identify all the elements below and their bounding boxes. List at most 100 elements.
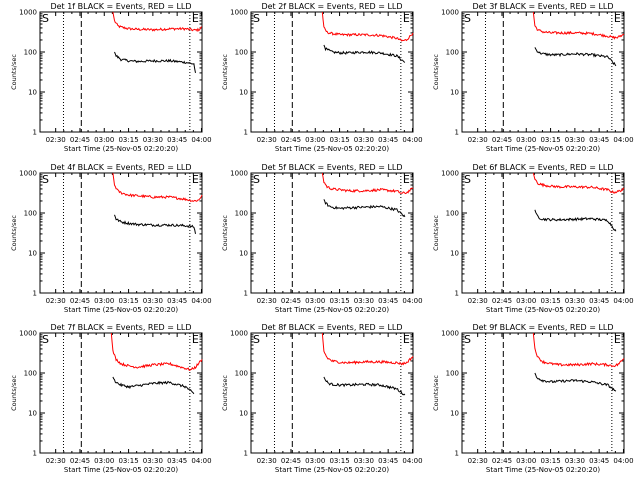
plot-frame	[39, 11, 203, 133]
y-tick-label: 10	[239, 250, 248, 258]
x-tick-label: 04:00	[402, 297, 422, 305]
panel-6: Det 6f BLACK = Events, RED = LLD 1 10 100 10…	[432, 163, 634, 314]
y-tick-label: 1	[244, 290, 248, 298]
x-tick-label: 03:15	[329, 297, 349, 305]
y-axis-label: Counts/sec	[432, 215, 440, 251]
panel-9: Det 9f BLACK = Events, RED = LLD 1 10 100 10…	[432, 323, 634, 474]
x-tick-label: 03:30	[565, 457, 585, 465]
y-tick-label: 1000	[230, 330, 248, 338]
y-tick-label: 1	[33, 450, 37, 458]
y-tick-label: 100	[235, 49, 248, 57]
start-marker-label: S	[464, 333, 471, 346]
y-tick-label: 1000	[441, 170, 459, 178]
y-tick-label: 10	[28, 250, 37, 258]
x-tick-label: 03:30	[143, 136, 163, 144]
x-tick-label: 03:00	[94, 297, 114, 305]
y-tick-label: 1	[33, 129, 37, 137]
end-marker-label: E	[614, 333, 621, 346]
start-marker-label: S	[42, 12, 49, 25]
x-tick-label: 02:45	[492, 297, 512, 305]
y-tick-label: 10	[239, 89, 248, 97]
y-tick-label: 10	[450, 89, 459, 97]
x-axis-label: Start Time (25-Nov-05 02:20:20)	[275, 306, 389, 314]
x-tick-label: 04:00	[191, 297, 211, 305]
y-axis-label: Counts/sec	[221, 215, 229, 251]
start-marker-label: S	[464, 173, 471, 186]
x-tick-label: 04:00	[613, 297, 633, 305]
y-tick-label: 1000	[19, 9, 37, 17]
x-tick-label: 03:30	[354, 457, 374, 465]
x-tick-label: 04:00	[402, 136, 422, 144]
panel-2: Det 2f BLACK = Events, RED = LLD 1 10 100 10…	[221, 2, 423, 153]
x-tick-label: 03:45	[167, 136, 187, 144]
x-tick-label: 02:45	[70, 136, 90, 144]
x-tick-label: 03:30	[354, 297, 374, 305]
y-tick-label: 100	[446, 370, 459, 378]
plot-frame	[250, 172, 414, 294]
plot-frame	[250, 11, 414, 133]
plot-frame	[250, 332, 414, 454]
start-marker-label: S	[42, 173, 49, 186]
x-tick-label: 02:30	[468, 297, 488, 305]
series-line-events	[323, 44, 406, 63]
y-tick-label: 10	[239, 410, 248, 418]
series-line-events	[114, 214, 196, 234]
x-tick-label: 02:30	[46, 457, 66, 465]
end-marker-label: E	[403, 12, 410, 25]
y-tick-label: 1	[244, 129, 248, 137]
x-tick-label: 04:00	[402, 457, 422, 465]
x-tick-label: 03:15	[329, 136, 349, 144]
x-tick-label: 03:30	[565, 136, 585, 144]
plot-frame	[461, 332, 625, 454]
y-tick-label: 100	[24, 49, 37, 57]
y-axis-label: Counts/sec	[432, 375, 440, 411]
x-tick-label: 03:45	[167, 457, 187, 465]
panel-title: Det 9f BLACK = Events, RED = LLD	[472, 323, 613, 332]
y-tick-label: 1	[244, 450, 248, 458]
y-axis-label: Counts/sec	[10, 54, 18, 90]
start-marker-label: S	[42, 333, 49, 346]
end-marker-label: E	[192, 333, 199, 346]
x-tick-label: 03:45	[167, 297, 187, 305]
series-line-lld	[321, 11, 414, 42]
panel-1: Det 1f BLACK = Events, RED = LLD 1 10 100 10…	[10, 2, 212, 153]
y-tick-label: 1	[455, 450, 459, 458]
y-tick-label: 10	[28, 89, 37, 97]
y-tick-label: 100	[235, 210, 248, 218]
y-tick-label: 1000	[441, 330, 459, 338]
x-tick-label: 03:15	[540, 297, 560, 305]
y-axis-label: Counts/sec	[221, 375, 229, 411]
start-marker-label: S	[464, 12, 471, 25]
y-tick-label: 1000	[19, 170, 37, 178]
x-tick-label: 02:45	[70, 297, 90, 305]
end-marker-label: E	[614, 12, 621, 25]
x-axis-label: Start Time (25-Nov-05 02:20:20)	[275, 466, 389, 474]
x-tick-label: 03:30	[143, 297, 163, 305]
x-tick-label: 02:45	[281, 136, 301, 144]
y-tick-label: 1000	[230, 9, 248, 17]
series-line-lld	[112, 11, 203, 33]
x-tick-label: 02:30	[46, 297, 66, 305]
x-tick-label: 04:00	[613, 457, 633, 465]
plot-frame	[39, 172, 203, 294]
y-tick-label: 1000	[230, 170, 248, 178]
start-marker-label: S	[253, 333, 260, 346]
x-tick-label: 03:45	[589, 136, 609, 144]
panel-title: Det 4f BLACK = Events, RED = LLD	[50, 163, 191, 172]
x-tick-label: 02:45	[281, 457, 301, 465]
end-marker-label: E	[403, 333, 410, 346]
end-marker-label: E	[614, 173, 621, 186]
x-tick-label: 02:30	[257, 297, 277, 305]
y-tick-label: 100	[24, 210, 37, 218]
x-tick-label: 02:30	[257, 457, 277, 465]
y-tick-label: 10	[450, 250, 459, 258]
x-tick-label: 03:00	[516, 136, 536, 144]
x-axis-label: Start Time (25-Nov-05 02:20:20)	[64, 306, 178, 314]
panel-title: Det 6f BLACK = Events, RED = LLD	[472, 163, 613, 172]
y-tick-label: 100	[24, 370, 37, 378]
x-tick-label: 03:00	[305, 297, 325, 305]
y-tick-label: 1000	[19, 330, 37, 338]
series-line-lld	[532, 172, 625, 194]
series-line-events	[323, 376, 406, 396]
x-tick-label: 03:15	[118, 457, 138, 465]
